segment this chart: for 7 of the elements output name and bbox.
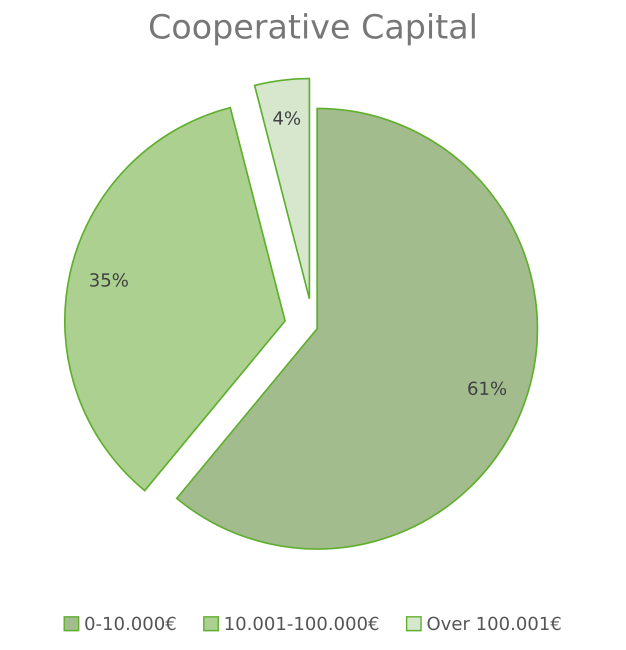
chart-title: Cooperative Capital (150, 13, 475, 46)
legend-label: Over 100.001€ (427, 616, 561, 630)
legend-label: 0-10.000€ (85, 616, 176, 630)
data-label: 4% (273, 111, 300, 125)
data-label: 61% (468, 381, 506, 396)
legend-label: 10.001-100.000€ (226, 616, 378, 630)
data-label: 35% (90, 273, 128, 287)
